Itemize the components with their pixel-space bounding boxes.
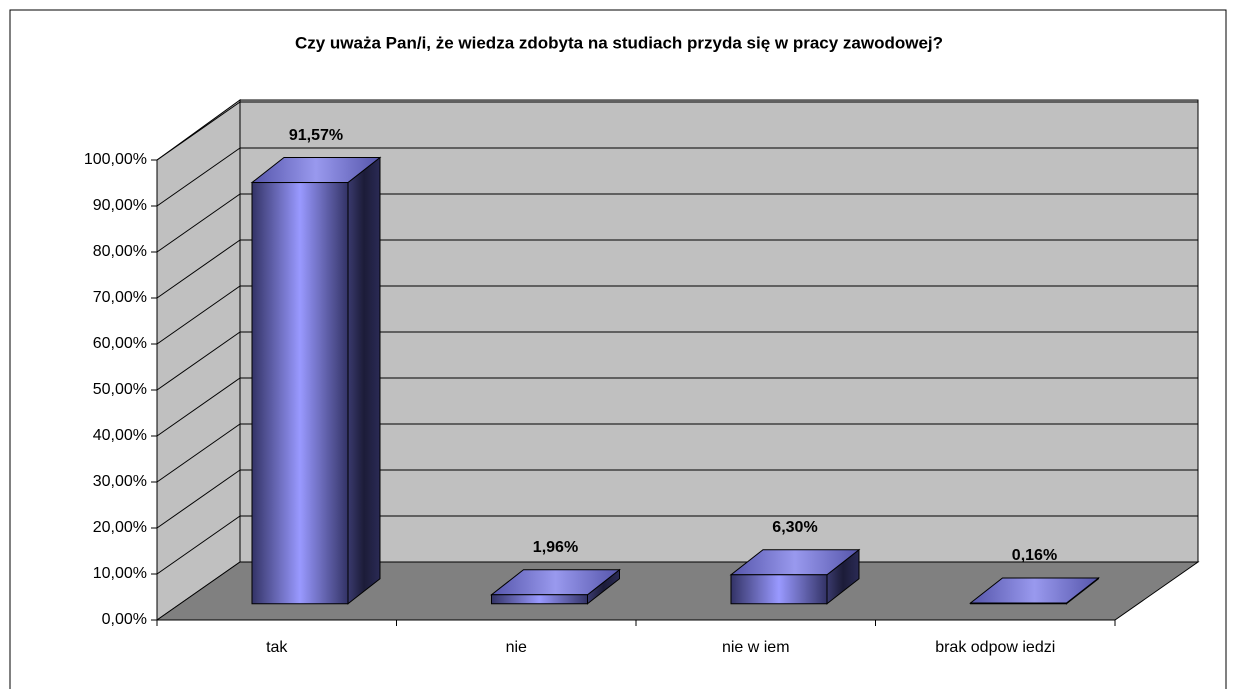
bar <box>490 568 621 605</box>
y-tick-label: 80,00% <box>93 243 147 260</box>
chart-title: Czy uważa Pan/i, że wiedza zdobyta na st… <box>295 33 943 52</box>
bar <box>250 156 382 605</box>
grid-line <box>156 331 241 391</box>
grid-line <box>156 101 241 161</box>
grid-line <box>156 515 241 575</box>
bar-front <box>251 182 349 605</box>
y-tick-label: 30,00% <box>93 473 147 490</box>
y-tick-label: 90,00% <box>93 197 147 214</box>
x-tick-label: nie w iem <box>722 639 790 656</box>
y-tick-label: 20,00% <box>93 519 147 536</box>
bar-front <box>490 594 588 605</box>
bar-side <box>347 156 381 605</box>
value-label: 91,57% <box>289 127 343 144</box>
grid-line <box>156 423 241 483</box>
bar-front <box>730 574 828 605</box>
y-tick-label: 40,00% <box>93 427 147 444</box>
back-wall <box>239 99 1199 563</box>
value-label: 1,96% <box>533 539 578 556</box>
grid-line <box>156 377 241 437</box>
side-wall <box>156 99 241 621</box>
grid-line <box>156 193 241 253</box>
y-tick-label: 50,00% <box>93 381 147 398</box>
y-tick-label: 100,00% <box>84 151 147 168</box>
bar <box>729 548 861 605</box>
y-tick-label: 70,00% <box>93 289 147 306</box>
bar <box>969 576 1100 605</box>
bar-front <box>969 602 1067 605</box>
value-label: 6,30% <box>772 519 817 536</box>
x-tick-label: brak odpow iedzi <box>935 639 1055 656</box>
x-tick-label: nie <box>506 639 527 656</box>
grid-line <box>156 147 241 207</box>
y-tick-label: 0,00% <box>102 611 147 628</box>
value-label: 0,16% <box>1012 547 1057 564</box>
grid-line <box>156 285 241 345</box>
y-tick-label: 10,00% <box>93 565 147 582</box>
x-tick-label: tak <box>266 639 288 656</box>
grid-line <box>156 239 241 299</box>
y-tick-label: 60,00% <box>93 335 147 352</box>
grid-line <box>156 469 241 529</box>
